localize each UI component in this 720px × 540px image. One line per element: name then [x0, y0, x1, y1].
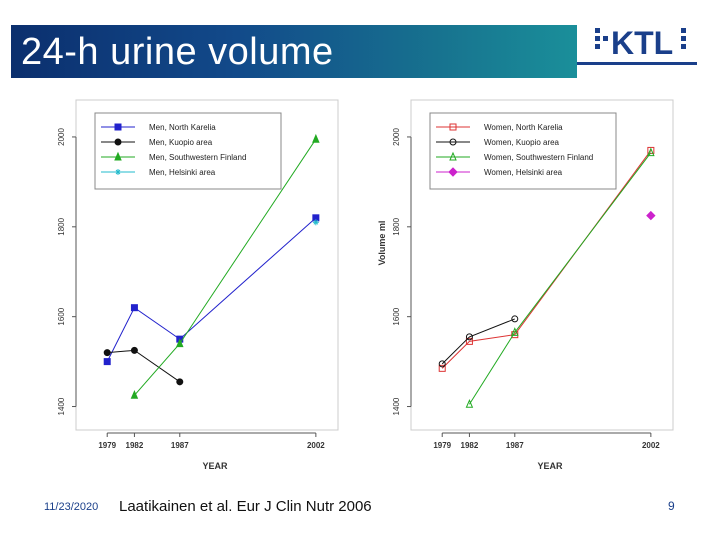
- data-point: [130, 390, 139, 399]
- logo-dot: [681, 44, 686, 49]
- logo-dot: [595, 44, 600, 49]
- data-point: [176, 378, 184, 386]
- legend-box: [94, 112, 282, 190]
- data-point: [103, 358, 111, 366]
- data-point: [312, 133, 320, 143]
- series-2: [130, 133, 320, 399]
- women-chart: 1400 1600 1800 2000 1979 1982 1987 2002 YEAR Volu…: [365, 93, 685, 478]
- logo-dot: [603, 36, 608, 41]
- series-2: [465, 147, 655, 408]
- marker-stroke: [313, 219, 319, 225]
- series-3: [646, 210, 656, 221]
- legend-label: Men, Southwestern Finland: [149, 153, 246, 162]
- legend-marker: [449, 151, 457, 161]
- x-tick-label: 1979: [98, 441, 116, 450]
- logo-dot: [595, 28, 600, 33]
- ktl-logo: KTL: [595, 25, 686, 61]
- x-tick-label: 1979: [433, 441, 451, 450]
- slide-title: 24-h urine volume: [21, 31, 334, 73]
- legend-label: Men, Helsinki area: [149, 168, 216, 177]
- x-tick-label: 2002: [642, 441, 660, 450]
- y-tick-label: 1600: [57, 307, 66, 325]
- y-tick-label: 1400: [392, 397, 401, 415]
- legend-marker: [114, 151, 122, 161]
- x-tick-label: 1987: [171, 441, 189, 450]
- y-axis-label: Volume ml: [377, 221, 387, 266]
- series-line: [106, 217, 317, 362]
- logo-dot: [595, 36, 600, 41]
- footer-date: 11/23/2020: [44, 501, 99, 513]
- logo-dot: [681, 28, 686, 33]
- legend-label: Women, Helsinki area: [484, 168, 563, 177]
- page-number: 9: [668, 499, 675, 513]
- x-axis-label: YEAR: [537, 461, 563, 471]
- data-point: [438, 360, 446, 368]
- y-tick-label: 2000: [392, 127, 401, 145]
- x-tick-label: 2002: [307, 441, 325, 450]
- data-point: [465, 399, 474, 408]
- logo-dot: [681, 36, 686, 41]
- men-chart: 1400 1600 1800 2000 1979 1982 1987 2002 YEAR Men,…: [30, 93, 350, 478]
- data-point: [176, 338, 184, 348]
- series-3: [312, 219, 319, 226]
- x-tick-label: 1987: [506, 441, 524, 450]
- series-1: [438, 315, 519, 368]
- y-tick-label: 1800: [57, 217, 66, 235]
- data-point: [438, 364, 446, 372]
- logo-underline: [577, 62, 697, 65]
- data-point: [465, 337, 473, 345]
- data-point: [647, 147, 655, 157]
- y-tick-label: 1800: [392, 217, 401, 235]
- legend-marker: [449, 138, 457, 146]
- series-line: [441, 318, 515, 365]
- data-point: [646, 210, 656, 221]
- data-point: [312, 219, 319, 226]
- y-tick-label: 2000: [57, 127, 66, 145]
- footer-citation: Laatikainen et al. Eur J Clin Nutr 2006: [119, 498, 372, 515]
- data-point: [511, 327, 519, 336]
- legend-label: Women, Kuopio area: [484, 138, 560, 147]
- title-bar: [11, 25, 577, 78]
- series-1: [103, 346, 184, 386]
- x-axis-label: YEAR: [202, 461, 228, 471]
- legend-marker: [449, 123, 457, 131]
- legend-marker: [115, 169, 121, 175]
- x-tick-label: 1982: [461, 441, 479, 450]
- legend-box: [429, 112, 617, 190]
- x-tick-label: 1982: [126, 441, 144, 450]
- legend-marker: [114, 123, 122, 131]
- data-point: [130, 346, 138, 354]
- legend-label: Men, North Karelia: [149, 123, 216, 132]
- series-line: [469, 152, 652, 405]
- y-tick-label: 1600: [392, 307, 401, 325]
- data-point: [465, 333, 473, 341]
- legend-marker: [114, 138, 122, 146]
- data-point: [130, 304, 138, 312]
- y-tick-label: 1400: [57, 397, 66, 415]
- legend-marker: [448, 167, 458, 177]
- data-point: [511, 315, 519, 323]
- legend-label: Men, Kuopio area: [149, 138, 213, 147]
- legend-label: Women, Southwestern Finland: [484, 153, 593, 162]
- marker-stroke: [115, 169, 121, 175]
- legend-label: Women, North Karelia: [484, 123, 563, 132]
- data-point: [103, 349, 111, 357]
- logo-text: KTL: [611, 25, 673, 61]
